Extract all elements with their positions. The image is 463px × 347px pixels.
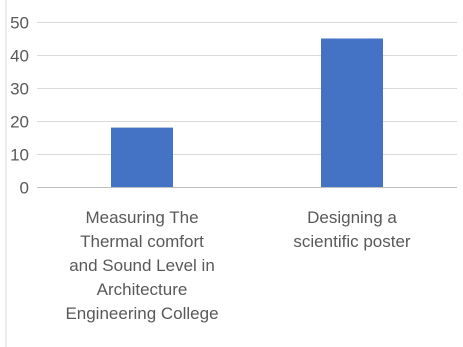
y-axis-tick-labels: 0 10 20 30 40 50: [10, 14, 29, 198]
x-category-label-1: Measuring The Thermal comfort and Sound Le…: [65, 208, 218, 323]
x-axis-category-labels: Measuring The Thermal comfort and Sound Le…: [65, 208, 410, 323]
y-tick-label-40: 40: [10, 47, 29, 66]
x-category-label-line: Architecture: [97, 280, 188, 299]
y-tick-label-30: 30: [10, 80, 29, 99]
x-category-label-line: and Sound Level in: [69, 256, 215, 275]
y-tick-label-20: 20: [10, 113, 29, 132]
x-category-label-2: Designing a scientific poster: [293, 208, 410, 251]
x-category-label-line: scientific poster: [293, 232, 410, 251]
gridlines: [37, 22, 457, 155]
y-tick-label-0: 0: [20, 179, 29, 198]
bar-2: [321, 38, 383, 187]
bars: [111, 38, 383, 187]
x-category-label-line: Engineering College: [65, 304, 218, 323]
x-category-label-line: Designing a: [307, 208, 397, 227]
y-tick-label-50: 50: [10, 14, 29, 33]
x-category-label-line: Measuring The: [85, 208, 198, 227]
y-tick-label-10: 10: [10, 146, 29, 165]
bar-1: [111, 127, 173, 187]
x-category-label-line: Thermal comfort: [80, 232, 204, 251]
